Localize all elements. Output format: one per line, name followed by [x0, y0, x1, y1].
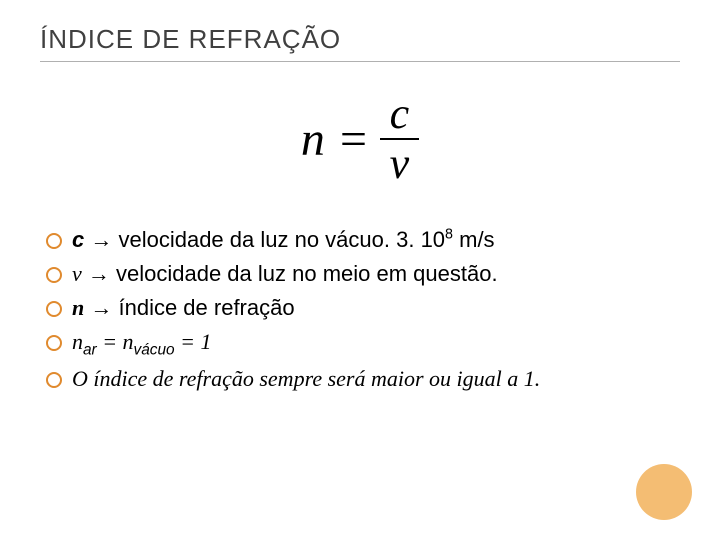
bullet-item-c: c → velocidade da luz no vácuo. 3. 108 m… [46, 224, 680, 256]
sub-ar: ar [83, 341, 97, 358]
bullet-item-v: v → velocidade da luz no meio em questão… [46, 258, 680, 290]
formula-fraction: c v [380, 92, 420, 186]
text-v-desc: → velocidade da luz no meio em questão. [82, 261, 498, 286]
arrow-n: → [84, 295, 118, 320]
text-n-desc: índice de refração [118, 295, 294, 320]
symbol-n-ar: n [72, 329, 83, 354]
text-statement: O índice de refração sempre será maior o… [72, 366, 540, 391]
decorative-corner-circle [636, 464, 692, 520]
slide-title: ÍNDICE DE REFRAÇÃO [40, 24, 680, 55]
bullet-item-n: n → índice de refração [46, 292, 680, 324]
formula-denominator: v [380, 142, 420, 186]
bullet-item-statement: O índice de refração sempre será maior o… [46, 363, 680, 395]
symbol-c: c [72, 227, 84, 252]
eq1: = [97, 329, 123, 354]
formula-numerator: c [380, 92, 420, 136]
slide: ÍNDICE DE REFRAÇÃO n = c v c → velocidad… [0, 0, 720, 540]
bullet-item-nar: nar = nvácuo = 1 [46, 326, 680, 362]
symbol-v: v [72, 261, 82, 286]
formula: n = c v [40, 92, 680, 186]
symbol-n: n [72, 295, 84, 320]
text-c-desc: → velocidade da luz no vácuo. 3. 10 [84, 227, 445, 252]
formula-lhs: n = [301, 113, 369, 166]
eq2: = 1 [175, 329, 212, 354]
title-rule [40, 61, 680, 62]
sub-vacuo: vácuo [134, 341, 175, 358]
text-c-unit: m/s [453, 227, 495, 252]
symbol-n-vacuo: n [123, 329, 134, 354]
bullet-list: c → velocidade da luz no vácuo. 3. 108 m… [40, 224, 680, 395]
text-c-exp: 8 [445, 227, 453, 243]
